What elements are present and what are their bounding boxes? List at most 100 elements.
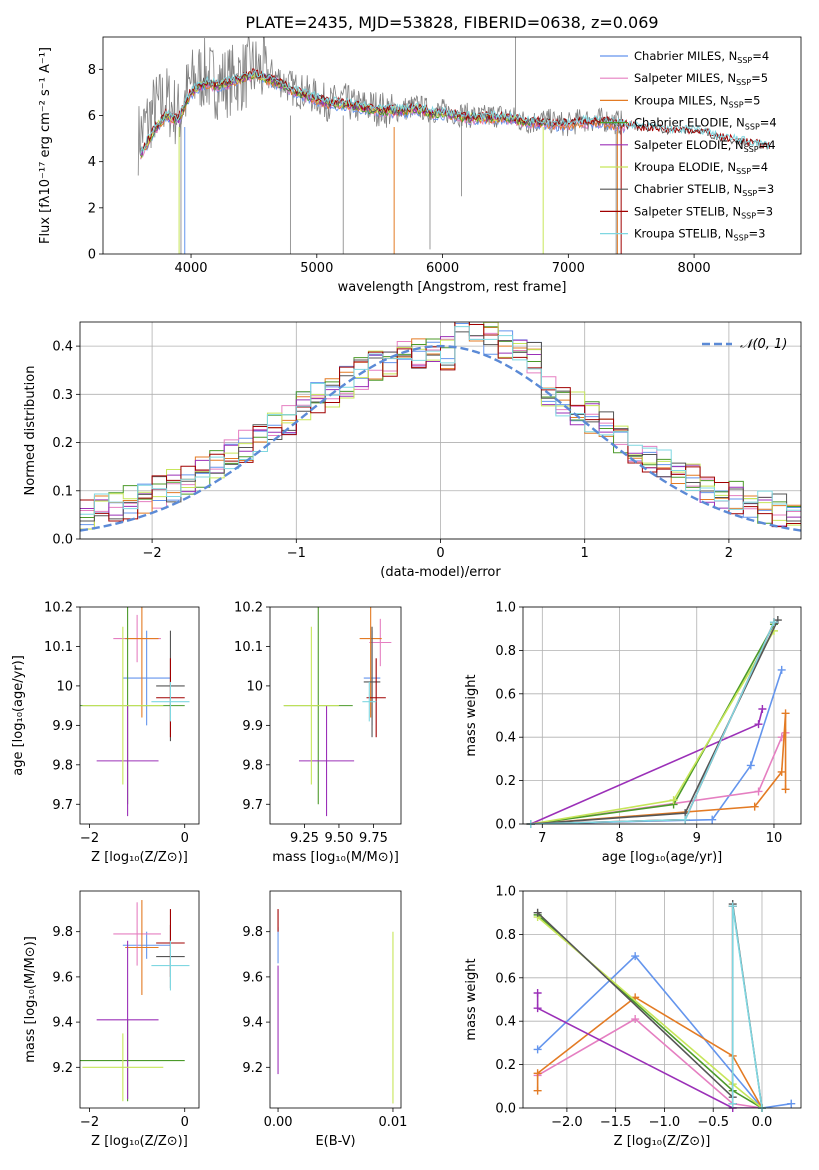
legend-label-suffix: =4 [751, 160, 768, 174]
mass-ebv-panel [266, 890, 402, 1112]
weight-marker [754, 720, 763, 729]
residuals-frame [79, 321, 802, 540]
weight-line [536, 992, 762, 1108]
age-mass-xtick-label: 9.75 [359, 831, 388, 846]
legend-label-name: Kroupa STELIB, N [634, 227, 734, 241]
weight-age-panel [519, 606, 802, 828]
legend-label: Kroupa ELODIE, NSSP=4 [634, 160, 768, 176]
weight-line [537, 954, 792, 1108]
age-metallicity-xtick-label: 0 [181, 831, 189, 846]
mass-metallicity-panel [76, 890, 200, 1112]
residuals-ytick-label: 0.4 [52, 340, 73, 355]
legend-label-suffix: =3 [749, 227, 766, 241]
legend-label-sub: SSP [745, 123, 760, 132]
spectrum-xlabel: wavelength [Angstrom, rest frame] [338, 280, 567, 295]
weight-marker [533, 1045, 542, 1054]
mass-metallicity-xlabel: Z [log₁₀(Z/Z⊙)] [91, 1134, 188, 1149]
legend-label-suffix: =4 [752, 49, 769, 63]
age-mass-xtick-label: 9.25 [290, 831, 319, 846]
weight-metallicity-ylabel: mass weight [464, 958, 479, 1040]
mass-metallicity-xtick-label: −2 [80, 1115, 99, 1130]
weight-marker [769, 618, 778, 627]
spectrum-ytick-label: 6 [88, 109, 96, 124]
weight-metallicity-ytick-label: 0.2 [495, 1058, 516, 1073]
age-metallicity-ytick-label: 9.8 [52, 758, 73, 773]
legend-label: 𝒩(0, 1) [740, 337, 787, 352]
age-mass-ytick-label: 10.1 [234, 640, 263, 655]
weight-metallicity-panel [519, 890, 802, 1112]
legend-label-suffix: =3 [757, 182, 774, 196]
spectrum-xtick-label: 8000 [678, 261, 711, 276]
age-metallicity-panel [76, 606, 200, 828]
weight-marker [681, 815, 690, 824]
mass-ebv-ytick-label: 9.6 [242, 970, 263, 985]
age-mass-xlabel: mass [log₁₀(M/M⊙)] [272, 850, 399, 865]
weight-line [530, 732, 787, 824]
mass-ebv-xtick-label: 0.00 [264, 1115, 293, 1130]
mass-ebv-xtick-label: 0.01 [378, 1115, 407, 1130]
residuals-ytick-label: 0.2 [52, 436, 73, 451]
residuals-xtick-label: 1 [581, 546, 589, 561]
legend-label-name: Chabrier ELODIE, N [634, 116, 745, 130]
residuals-xtick-label: 2 [725, 546, 733, 561]
weight-age-ytick-label: 0.0 [495, 818, 516, 833]
legend-label-suffix: =5 [751, 71, 768, 85]
spectrum-ytick-label: 0 [88, 248, 96, 263]
weight-age-xlabel: age [log₁₀(age/yr)] [602, 850, 723, 865]
mass-metallicity-ytick-label: 9.8 [52, 925, 73, 940]
weight-age-ytick-label: 0.6 [495, 687, 516, 702]
legend-label-suffix: =5 [744, 93, 761, 107]
legend-label: Chabrier MILES, NSSP=4 [634, 49, 769, 65]
age-mass-panel [266, 606, 402, 828]
weight-line [537, 916, 763, 1108]
mass-metallicity-xtick-label: 0 [181, 1115, 189, 1130]
age-mass-xtick-label: 9.50 [324, 831, 353, 846]
weight-age-xtick-label: 7 [538, 831, 546, 846]
weight-marker [533, 988, 542, 997]
weight-marker [533, 1004, 542, 1013]
residual-histogram [80, 326, 801, 515]
age-mass-frame [269, 606, 402, 825]
weight-marker [781, 785, 790, 794]
weight-marker [777, 665, 786, 674]
weight-age-ytick-label: 0.4 [495, 731, 516, 746]
age-metallicity-ytick-label: 10 [56, 679, 73, 694]
weight-metallicity-ytick-label: 0.0 [495, 1102, 516, 1117]
residuals-xtick-label: −1 [287, 546, 306, 561]
spectrum-ytick-label: 4 [88, 155, 96, 170]
weight-metallicity-xtick-label: −1.0 [649, 1115, 681, 1130]
age-metallicity-ylabel: age [log₁₀(age/yr)] [11, 655, 26, 776]
gaussian-reference-line [79, 344, 802, 532]
legend-label-sub: SSP [742, 189, 757, 198]
weight-metallicity-ytick-label: 0.4 [495, 1015, 516, 1030]
spectrum-xtick-label: 4000 [174, 261, 207, 276]
age-metallicity-xlabel: Z [log₁₀(Z/Z⊙)] [91, 850, 188, 865]
weight-marker [533, 1086, 542, 1095]
legend-label-name: Kroupa MILES, N [634, 93, 729, 107]
legend-label-name: Kroupa ELODIE, N [634, 160, 736, 174]
spectrum-panel [99, 36, 802, 258]
residuals-xtick-label: 0 [436, 546, 444, 561]
legend-label-sub: SSP [741, 211, 756, 220]
age-mass-ytick-label: 9.7 [242, 798, 263, 813]
weight-marker [533, 908, 542, 917]
mass-ebv-frame [269, 890, 402, 1109]
weight-marker [631, 1015, 640, 1024]
legend-label-sub: SSP [737, 56, 752, 65]
weight-marker [728, 902, 737, 911]
mass-metallicity-frame [79, 890, 200, 1109]
legend-label-name: Salpeter STELIB, N [634, 204, 741, 218]
weight-age-xtick-label: 9 [693, 831, 701, 846]
age-metallicity-ytick-label: 10.1 [44, 640, 73, 655]
mass-metallicity-ytick-label: 9.2 [52, 1061, 73, 1076]
legend-label-suffix: =4 [760, 116, 777, 130]
mass-metallicity-ytick-label: 9.4 [52, 1016, 73, 1031]
spectrum-data-line [137, 37, 623, 176]
weight-age-ytick-label: 1.0 [495, 601, 516, 616]
weight-age-ylabel: mass weight [464, 674, 479, 756]
age-metallicity-xtick-label: −2 [80, 831, 99, 846]
residuals-panel [76, 321, 802, 543]
weight-line [537, 1018, 763, 1108]
spectrum-model-line [140, 69, 770, 155]
legend-label: Salpeter ELODIE, NSSP=4 [634, 138, 776, 154]
